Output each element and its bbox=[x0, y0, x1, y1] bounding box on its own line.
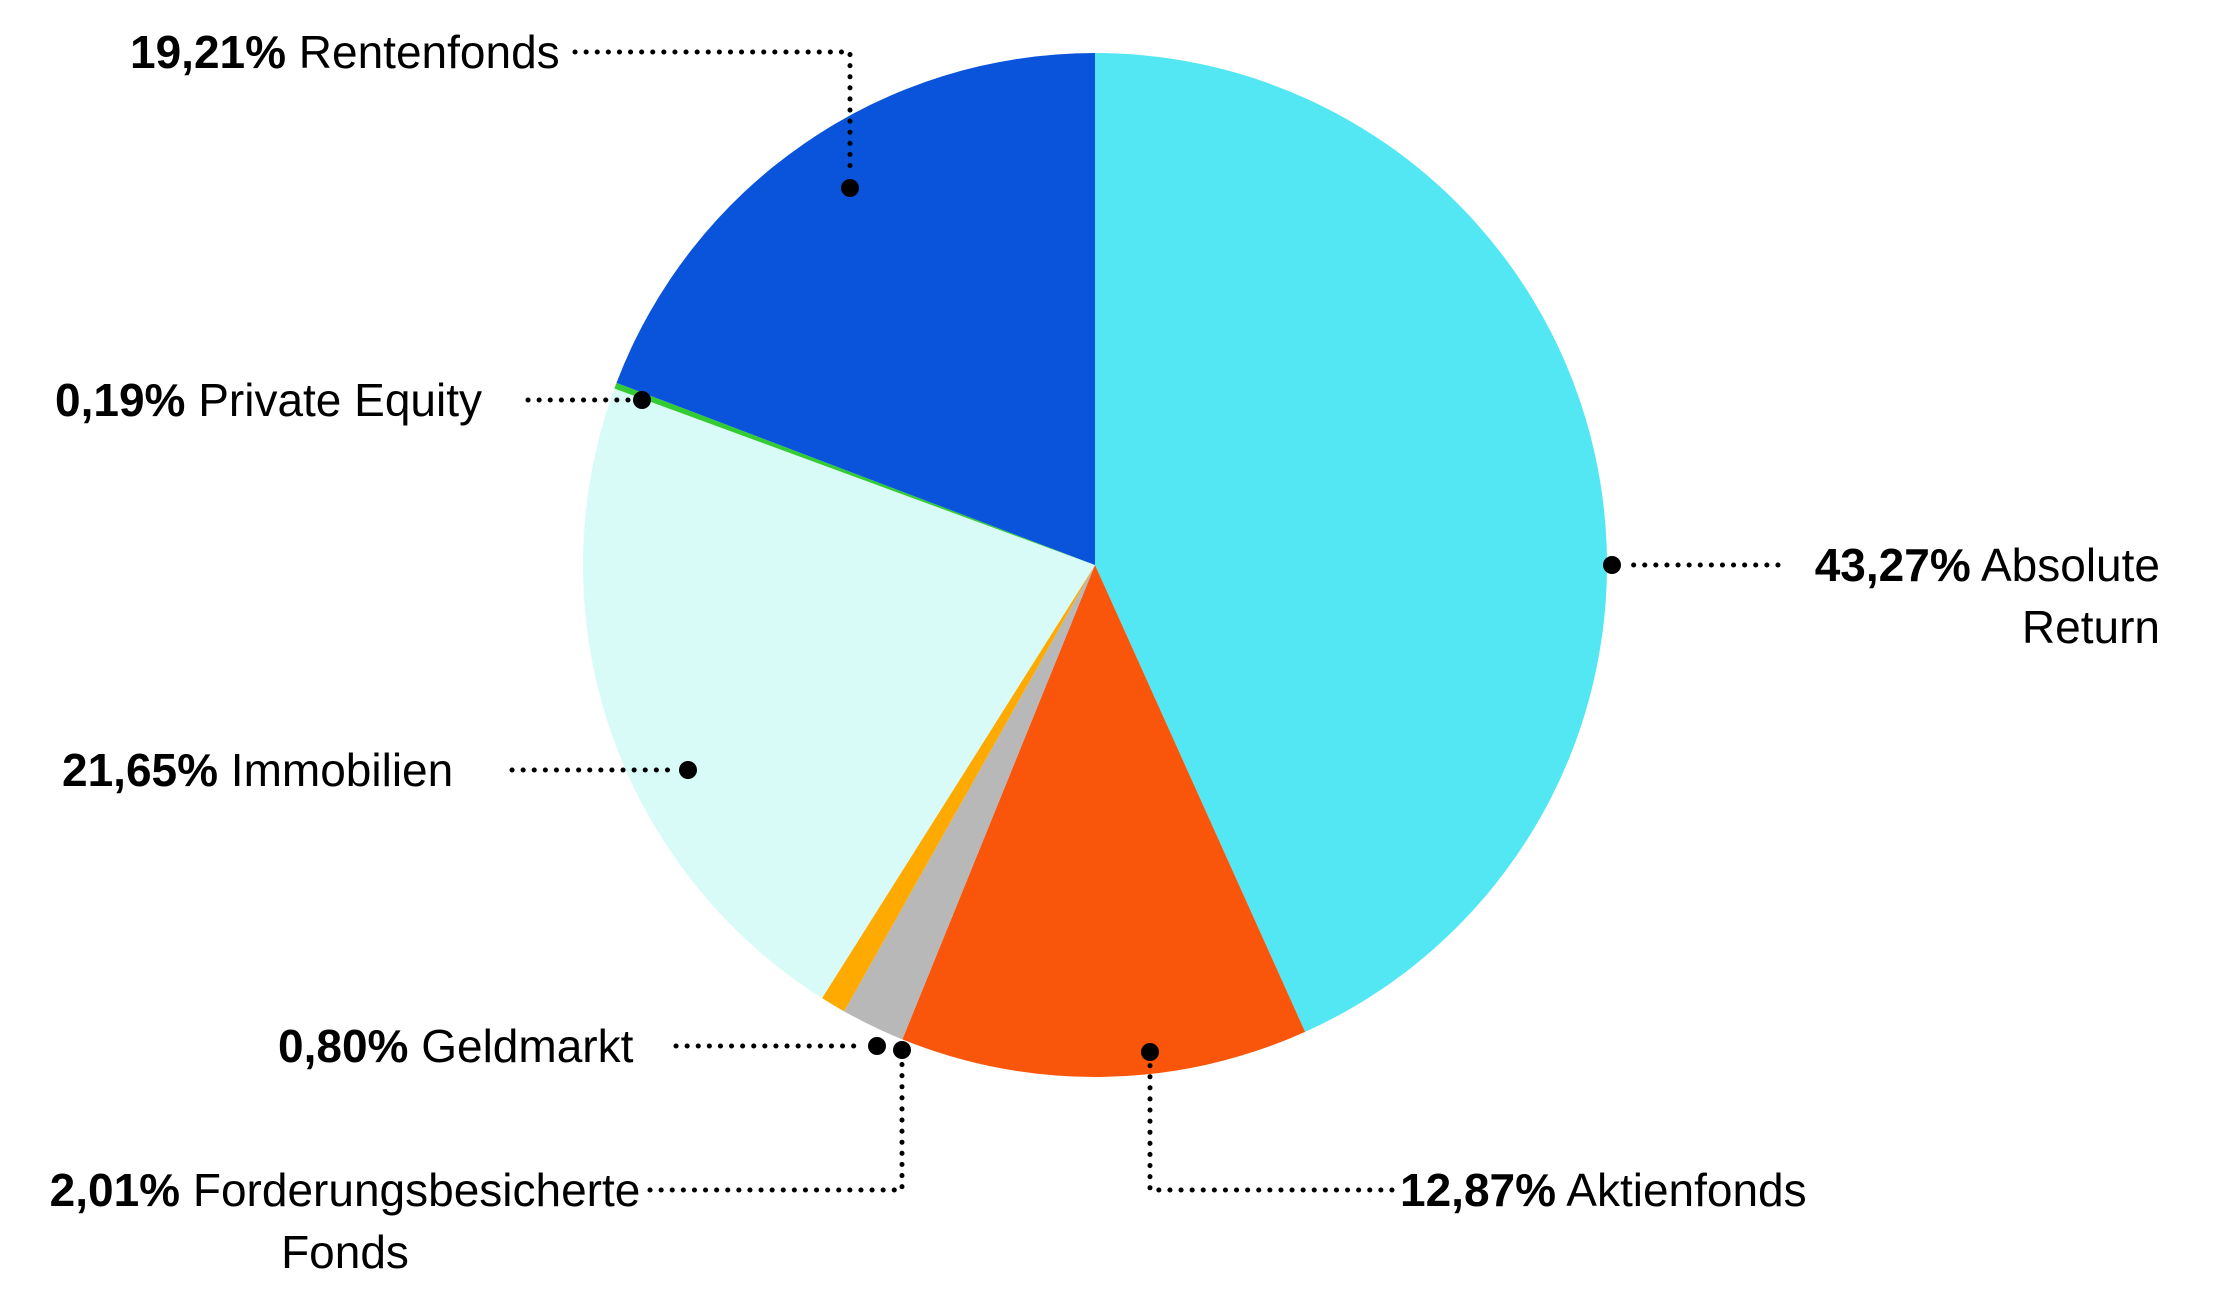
anchor-dot-absolute-return bbox=[1603, 556, 1621, 574]
label-rentenfonds-name: Rentenfonds bbox=[298, 26, 560, 78]
leader-line-rentenfonds bbox=[572, 49, 853, 179]
anchor-dots bbox=[633, 179, 1621, 1061]
pie-slice-forderungsbesicherte-fonds bbox=[844, 565, 1095, 1040]
label-geldmarkt-pct: 0,80% bbox=[278, 1020, 409, 1072]
label-aktienfonds-pct: 12,87% bbox=[1400, 1164, 1557, 1216]
anchor-dot-immobilien bbox=[679, 761, 697, 779]
label-immobilien-name: Immobilien bbox=[230, 744, 454, 796]
label-absolute-return-name: Absolute Return bbox=[1980, 539, 2160, 653]
label-immobilien: 21,65% Immobilien bbox=[62, 739, 453, 801]
leader-line-aktienfonds bbox=[1147, 1061, 1395, 1193]
anchor-dot-rentenfonds bbox=[841, 179, 859, 197]
label-aktienfonds: 12,87% Aktienfonds bbox=[1400, 1159, 1807, 1221]
label-private-equity: 0,19% Private Equity bbox=[55, 369, 482, 431]
label-absolute-return-pct: 43,27% bbox=[1814, 539, 1971, 591]
pie-slice-rentenfonds bbox=[616, 53, 1095, 565]
anchor-dot-geldmarkt bbox=[868, 1037, 886, 1055]
label-forderungsbesicherte-fonds-name: Forderungsbesicherte Fonds bbox=[192, 1164, 641, 1278]
anchor-dot-aktienfonds bbox=[1141, 1043, 1159, 1061]
pie-slice-aktienfonds bbox=[902, 565, 1306, 1077]
label-rentenfonds-pct: 19,21% bbox=[130, 26, 287, 78]
label-geldmarkt: 0,80% Geldmarkt bbox=[278, 1015, 633, 1077]
label-forderungsbesicherte-fonds-pct: 2,01% bbox=[49, 1164, 181, 1216]
pie-slice-private-equity bbox=[614, 382, 1095, 565]
label-rentenfonds: 19,21% Rentenfonds bbox=[130, 21, 560, 83]
leader-lines bbox=[509, 49, 1781, 1193]
label-absolute-return: 43,27% Absolute Return bbox=[1790, 534, 2160, 658]
label-aktienfonds-name: Aktienfonds bbox=[1566, 1164, 1807, 1216]
pie-slice-absolute-return bbox=[1095, 53, 1607, 1032]
leader-line-forderungsbesicherte-fonds bbox=[647, 1059, 905, 1193]
label-geldmarkt-name: Geldmarkt bbox=[421, 1020, 634, 1072]
label-forderungsbesicherte-fonds: 2,01% Forderungsbesicherte Fonds bbox=[35, 1159, 655, 1283]
anchor-dot-forderungsbesicherte-fonds bbox=[893, 1041, 911, 1059]
pie-slice-geldmarkt bbox=[822, 565, 1095, 1012]
pie-slice-immobilien bbox=[583, 388, 1095, 999]
label-private-equity-name: Private Equity bbox=[198, 374, 483, 426]
label-immobilien-pct: 21,65% bbox=[62, 744, 219, 796]
pie-slices bbox=[583, 53, 1607, 1077]
label-private-equity-pct: 0,19% bbox=[55, 374, 186, 426]
anchor-dot-private-equity bbox=[633, 391, 651, 409]
